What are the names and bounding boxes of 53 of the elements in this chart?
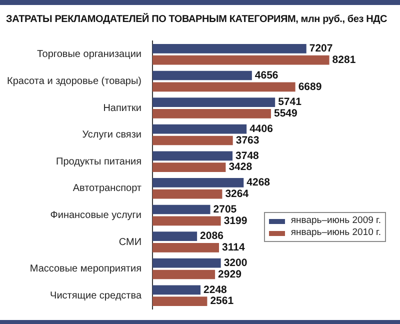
bar xyxy=(152,162,226,172)
y-tick-label: Напитки xyxy=(103,102,142,114)
bar xyxy=(152,296,208,306)
y-tick-label: Массовые мероприятия xyxy=(30,264,142,275)
bar xyxy=(152,216,221,226)
bar xyxy=(152,82,296,92)
bar xyxy=(152,285,201,295)
bar xyxy=(152,243,219,252)
data-label: 4268 xyxy=(246,176,270,189)
bar xyxy=(152,189,222,199)
data-label: 2929 xyxy=(218,268,242,280)
bar xyxy=(152,70,252,80)
y-tick-label: Услуги связи xyxy=(82,130,142,141)
data-label: 3763 xyxy=(236,134,260,146)
data-label: 5549 xyxy=(274,108,298,120)
y-tick-label: Финансовые услуги xyxy=(50,210,142,221)
data-label: 2248 xyxy=(204,284,228,296)
data-label: 4656 xyxy=(254,69,278,82)
bar xyxy=(152,270,216,280)
y-tick-label: СМИ xyxy=(118,236,142,248)
legend-label: январь–июнь 2010 г. xyxy=(290,227,381,239)
data-label: 2086 xyxy=(200,230,224,242)
bar xyxy=(152,109,271,118)
legend-label: январь–июнь 2009 г. xyxy=(290,215,381,227)
y-tick-label: Продукты питания xyxy=(56,156,142,168)
data-label: 3264 xyxy=(225,188,249,200)
data-label: 3114 xyxy=(222,242,245,254)
data-label: 6689 xyxy=(298,80,322,93)
data-label: 2561 xyxy=(210,295,234,308)
y-tick-label: Чистящие средства xyxy=(50,290,142,302)
data-label: 4406 xyxy=(250,122,274,135)
bar xyxy=(152,124,247,134)
bar xyxy=(152,98,276,107)
y-tick-label: Автотранспорт xyxy=(72,183,142,194)
y-tick-label: Торговые организации xyxy=(36,49,142,60)
bar xyxy=(152,204,210,214)
bar xyxy=(152,151,233,161)
data-label: 2705 xyxy=(213,203,237,216)
bar xyxy=(152,136,233,146)
data-label: 7207 xyxy=(309,42,333,55)
bar xyxy=(152,55,330,65)
y-tick-label: Красота и здоровье (товары) xyxy=(6,76,142,87)
data-label: 3428 xyxy=(228,161,252,174)
data-label: 3748 xyxy=(236,150,260,162)
data-label: 3199 xyxy=(224,214,248,227)
chart-title: ЗАТРАТЫ РЕКЛАМОДАТЕЛЕЙ ПО ТОВАРНЫМ КАТЕГОРИЯМ, млн руб., без НДС xyxy=(6,14,388,25)
data-label: 8281 xyxy=(332,54,356,66)
bar xyxy=(152,44,306,54)
bar xyxy=(152,258,221,268)
data-label: 3200 xyxy=(224,256,248,269)
bar xyxy=(152,232,198,241)
data-label: 5741 xyxy=(278,96,302,108)
bar xyxy=(152,178,244,188)
